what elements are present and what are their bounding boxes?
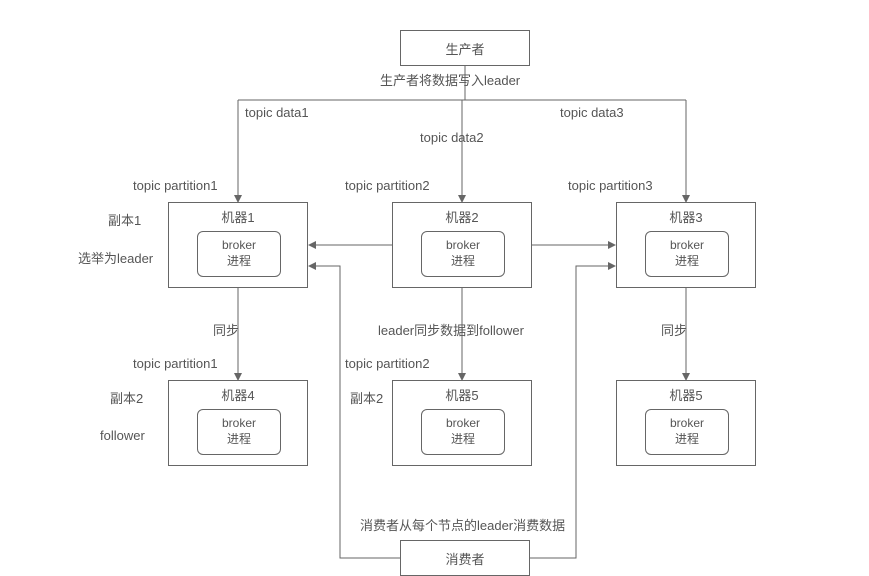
node-producer-label: 生产者	[445, 39, 484, 58]
node-machine4: 机器4 broker 进程	[168, 380, 308, 466]
label-topic-data1: topic data1	[245, 105, 309, 120]
label-replica2b: 副本2	[350, 388, 383, 407]
label-consume: 消费者从每个节点的leader消费数据	[360, 515, 565, 534]
node-machine3-title: 机器3	[669, 207, 702, 226]
broker-label: broker	[446, 416, 480, 432]
label-prod-to-leader: 生产者将数据写入leader	[380, 70, 520, 89]
broker-label: broker	[670, 238, 704, 254]
node-machine5a-inner: broker 进程	[421, 409, 505, 455]
node-machine5b-inner: broker 进程	[645, 409, 729, 455]
broker-label: broker	[222, 238, 256, 254]
label-tp3-top: topic partition3	[568, 178, 653, 193]
label-elect-leader: 选举为leader	[78, 248, 153, 267]
label-topic-data3: topic data3	[560, 105, 624, 120]
label-tp1-top: topic partition1	[133, 178, 218, 193]
label-replica2a: 副本2	[110, 388, 143, 407]
node-machine5b-title: 机器5	[669, 385, 702, 404]
label-tp2-bot: topic partition2	[345, 356, 430, 371]
node-machine2-inner: broker 进程	[421, 231, 505, 277]
node-machine4-inner: broker 进程	[197, 409, 281, 455]
node-machine2: 机器2 broker 进程	[392, 202, 532, 288]
node-machine2-title: 机器2	[445, 207, 478, 226]
process-label: 进程	[227, 254, 251, 270]
node-machine1-inner: broker 进程	[197, 231, 281, 277]
node-machine4-title: 机器4	[221, 385, 254, 404]
diagram-canvas: 生产者 机器1 broker 进程 机器2 broker 进程 机器3 brok…	[0, 0, 869, 575]
process-label: 进程	[675, 432, 699, 448]
node-machine3: 机器3 broker 进程	[616, 202, 756, 288]
process-label: 进程	[451, 432, 475, 448]
node-consumer: 消费者	[400, 540, 530, 576]
node-producer: 生产者	[400, 30, 530, 66]
process-label: 进程	[675, 254, 699, 270]
node-machine5a-title: 机器5	[445, 385, 478, 404]
process-label: 进程	[451, 254, 475, 270]
label-replica1: 副本1	[108, 210, 141, 229]
label-sync1: 同步	[213, 320, 239, 339]
label-tp1-bot: topic partition1	[133, 356, 218, 371]
label-tp2-top: topic partition2	[345, 178, 430, 193]
node-machine3-inner: broker 进程	[645, 231, 729, 277]
label-sync3: 同步	[661, 320, 687, 339]
node-machine5a: 机器5 broker 进程	[392, 380, 532, 466]
node-consumer-label: 消费者	[445, 549, 484, 568]
label-topic-data2: topic data2	[420, 130, 484, 145]
broker-label: broker	[446, 238, 480, 254]
node-machine1: 机器1 broker 进程	[168, 202, 308, 288]
node-machine5b: 机器5 broker 进程	[616, 380, 756, 466]
broker-label: broker	[670, 416, 704, 432]
node-machine1-title: 机器1	[221, 207, 254, 226]
broker-label: broker	[222, 416, 256, 432]
label-follower: follower	[100, 428, 145, 443]
label-leader-sync: leader同步数据到follower	[378, 320, 524, 339]
process-label: 进程	[227, 432, 251, 448]
